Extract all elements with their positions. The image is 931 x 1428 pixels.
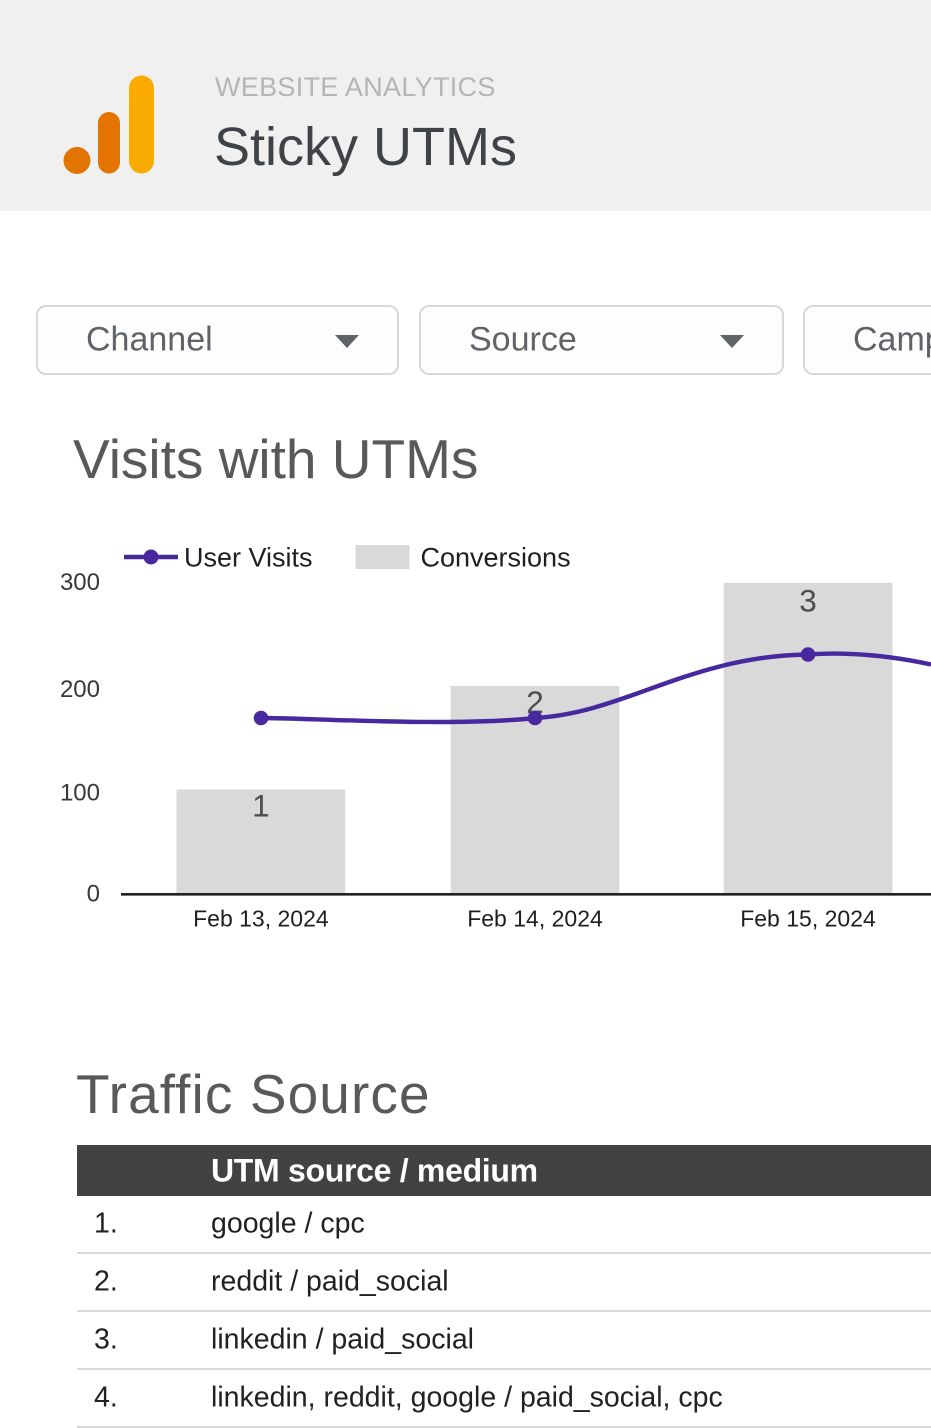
svg-text:100: 100: [60, 779, 100, 806]
svg-text:1: 1: [252, 787, 270, 823]
svg-text:0: 0: [87, 880, 100, 907]
svg-text:3: 3: [799, 583, 817, 619]
svg-text:Feb 14, 2024: Feb 14, 2024: [467, 906, 603, 932]
svg-text:Conversions: Conversions: [421, 543, 571, 573]
svg-text:Feb 13, 2024: Feb 13, 2024: [193, 906, 329, 932]
svg-text:300: 300: [60, 569, 100, 596]
svg-text:User Visits: User Visits: [184, 543, 313, 573]
svg-text:200: 200: [60, 676, 100, 703]
svg-text:2: 2: [526, 684, 544, 720]
svg-text:Feb 15, 2024: Feb 15, 2024: [740, 906, 876, 932]
